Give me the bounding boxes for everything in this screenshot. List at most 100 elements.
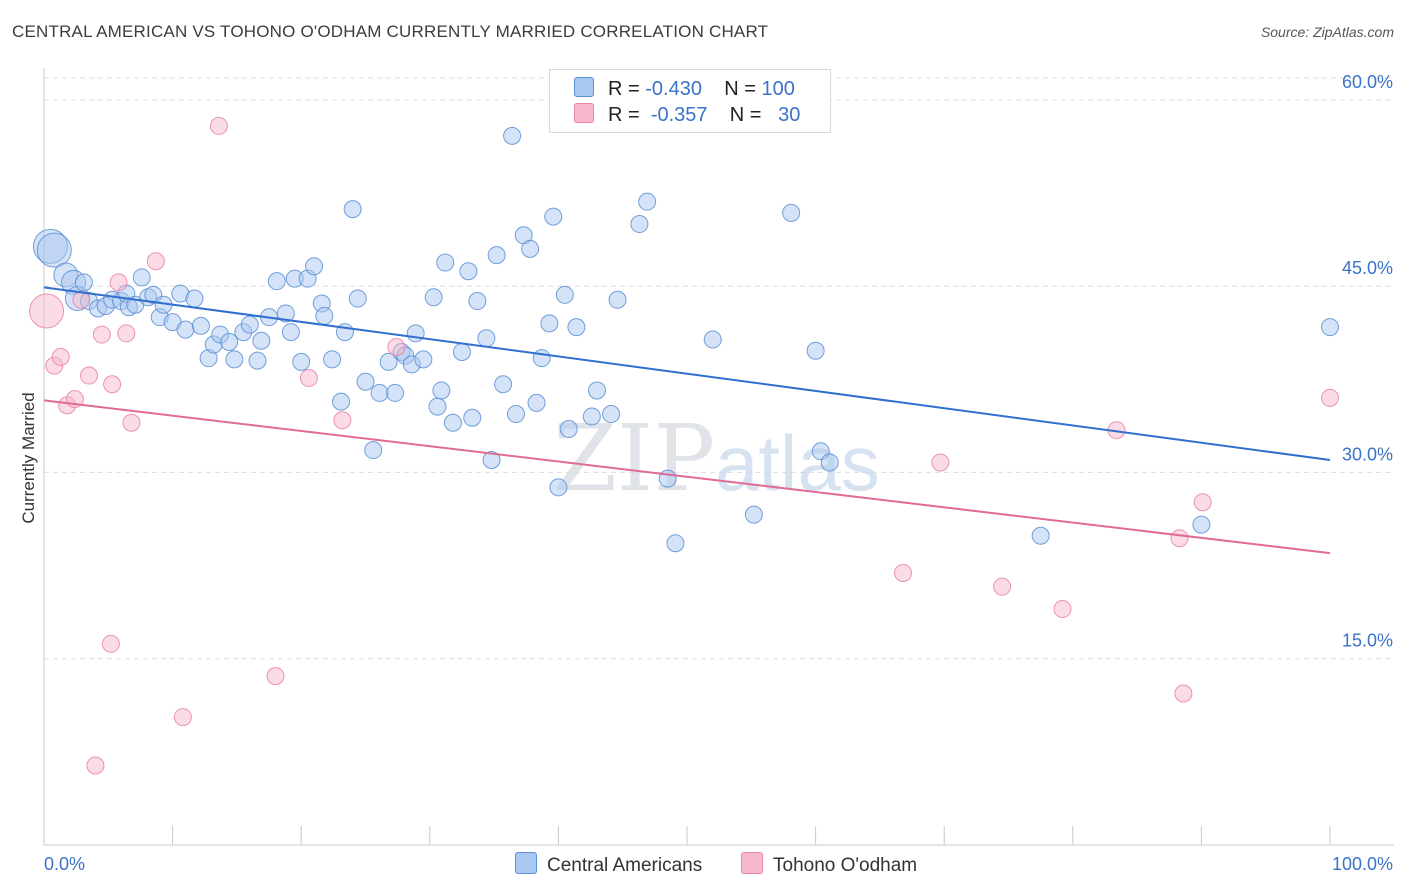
- point-tohono-oodham: [1174, 684, 1193, 703]
- point-tohono-oodham: [1193, 493, 1212, 512]
- point-central-americans: [555, 285, 574, 304]
- point-central-americans: [276, 304, 295, 323]
- source-label: Source: ZipAtlas.com: [1260, 24, 1394, 40]
- r-value: -0.430: [645, 78, 702, 100]
- trend-lines: [43, 286, 1331, 555]
- point-central-americans: [540, 314, 559, 333]
- correlation-legend: R = -0.430 N = 100 R = -0.357 N = 30: [549, 69, 831, 133]
- watermark-atlas: atlas: [715, 419, 880, 507]
- point-central-americans: [666, 534, 685, 553]
- point-central-americans: [744, 505, 763, 524]
- point-central-americans: [252, 331, 271, 350]
- legend-item-tohono-oodham: Tohono O'odham: [741, 852, 917, 877]
- point-tohono-oodham: [299, 369, 318, 388]
- point-central-americans: [240, 315, 259, 334]
- point-tohono-oodham: [931, 453, 950, 472]
- point-central-americans: [281, 323, 300, 342]
- point-central-americans: [248, 351, 267, 370]
- point-central-americans: [436, 253, 455, 272]
- point-tohono-oodham: [80, 366, 99, 385]
- point-central-americans: [463, 408, 482, 427]
- point-central-americans: [185, 289, 204, 308]
- point-tohono-oodham: [387, 337, 406, 356]
- trend-line-central-americans: [43, 286, 1331, 461]
- point-central-americans: [315, 306, 334, 325]
- r-value: -0.357: [650, 104, 708, 126]
- point-central-americans: [1031, 526, 1050, 545]
- point-central-americans: [370, 383, 389, 402]
- point-central-americans: [432, 381, 451, 400]
- y-tick-label: 30.0%: [1342, 444, 1393, 464]
- point-central-americans: [587, 381, 606, 400]
- point-central-americans: [782, 203, 801, 222]
- legend-item-central-americans: Central Americans: [515, 852, 702, 877]
- point-central-americans: [494, 375, 513, 394]
- point-central-americans: [292, 352, 311, 371]
- point-central-americans: [379, 352, 398, 371]
- legend-swatch-blue: [515, 852, 537, 874]
- point-tohono-oodham: [86, 756, 105, 775]
- point-tohono-oodham: [109, 273, 128, 292]
- point-central-americans: [608, 290, 627, 309]
- point-central-americans: [820, 453, 839, 472]
- legend-swatch-pink: [574, 103, 594, 123]
- point-central-americans: [806, 341, 825, 360]
- point-tohono-oodham: [103, 375, 122, 394]
- chart-title: CENTRAL AMERICAN VS TOHONO O'ODHAM CURRE…: [12, 22, 769, 41]
- point-central-americans: [132, 268, 151, 287]
- legend-swatch-pink: [741, 852, 763, 874]
- point-central-americans: [191, 316, 210, 335]
- point-central-americans: [532, 349, 551, 368]
- point-central-americans: [424, 288, 443, 307]
- point-central-americans: [1321, 318, 1339, 337]
- point-central-americans: [559, 419, 578, 438]
- r-label: R =: [608, 104, 640, 126]
- point-central-americans: [443, 413, 462, 432]
- point-tohono-oodham: [333, 411, 352, 430]
- n-label: N =: [729, 104, 762, 126]
- point-central-americans: [343, 200, 362, 219]
- point-central-americans: [356, 372, 375, 391]
- legend-row-tohono-oodham: R = -0.357 N = 30: [574, 103, 800, 127]
- point-tohono-oodham: [101, 634, 120, 653]
- y-axis-label: Currently Married: [19, 392, 38, 523]
- point-central-americans: [567, 318, 586, 337]
- n-value: 100: [761, 78, 795, 100]
- point-central-americans: [225, 350, 244, 369]
- point-tohono-oodham: [894, 564, 913, 583]
- point-tohono-oodham: [1053, 600, 1072, 619]
- point-central-americans: [521, 239, 540, 258]
- tick-labels: 15.0% 30.0% 45.0% 60.0% 0.0% 100.0%: [44, 72, 1393, 874]
- point-central-americans: [305, 257, 324, 276]
- point-central-americans: [36, 232, 72, 268]
- point-tohono-oodham: [1321, 388, 1339, 407]
- watermark-zip: ZIP: [553, 405, 715, 512]
- point-central-americans: [348, 289, 367, 308]
- point-central-americans: [364, 441, 383, 460]
- point-central-americans: [482, 451, 501, 469]
- point-central-americans: [638, 192, 657, 211]
- point-central-americans: [506, 405, 525, 424]
- point-tohono-oodham: [209, 116, 228, 135]
- point-central-americans: [406, 324, 425, 343]
- point-central-americans: [487, 246, 506, 265]
- point-central-americans: [428, 397, 447, 416]
- trend-line-tohono-oodham: [43, 399, 1331, 555]
- legend-row-central-americans: R = -0.430 N = 100: [574, 77, 795, 101]
- point-central-americans: [220, 333, 239, 352]
- legend-label: Central Americans: [547, 855, 703, 876]
- legend-swatch-blue: [574, 77, 594, 97]
- y-tick-label: 60.0%: [1342, 72, 1393, 92]
- n-value: 30: [778, 104, 801, 126]
- point-central-americans: [459, 262, 478, 281]
- r-label: R =: [608, 78, 640, 100]
- point-tohono-oodham: [51, 347, 70, 366]
- legend-label: Tohono O'odham: [773, 855, 918, 876]
- point-tohono-oodham: [92, 325, 111, 344]
- point-tohono-oodham: [146, 252, 165, 271]
- point-central-americans: [602, 405, 621, 424]
- point-central-americans: [74, 273, 93, 292]
- point-central-americans: [176, 320, 195, 339]
- point-central-americans: [527, 393, 546, 412]
